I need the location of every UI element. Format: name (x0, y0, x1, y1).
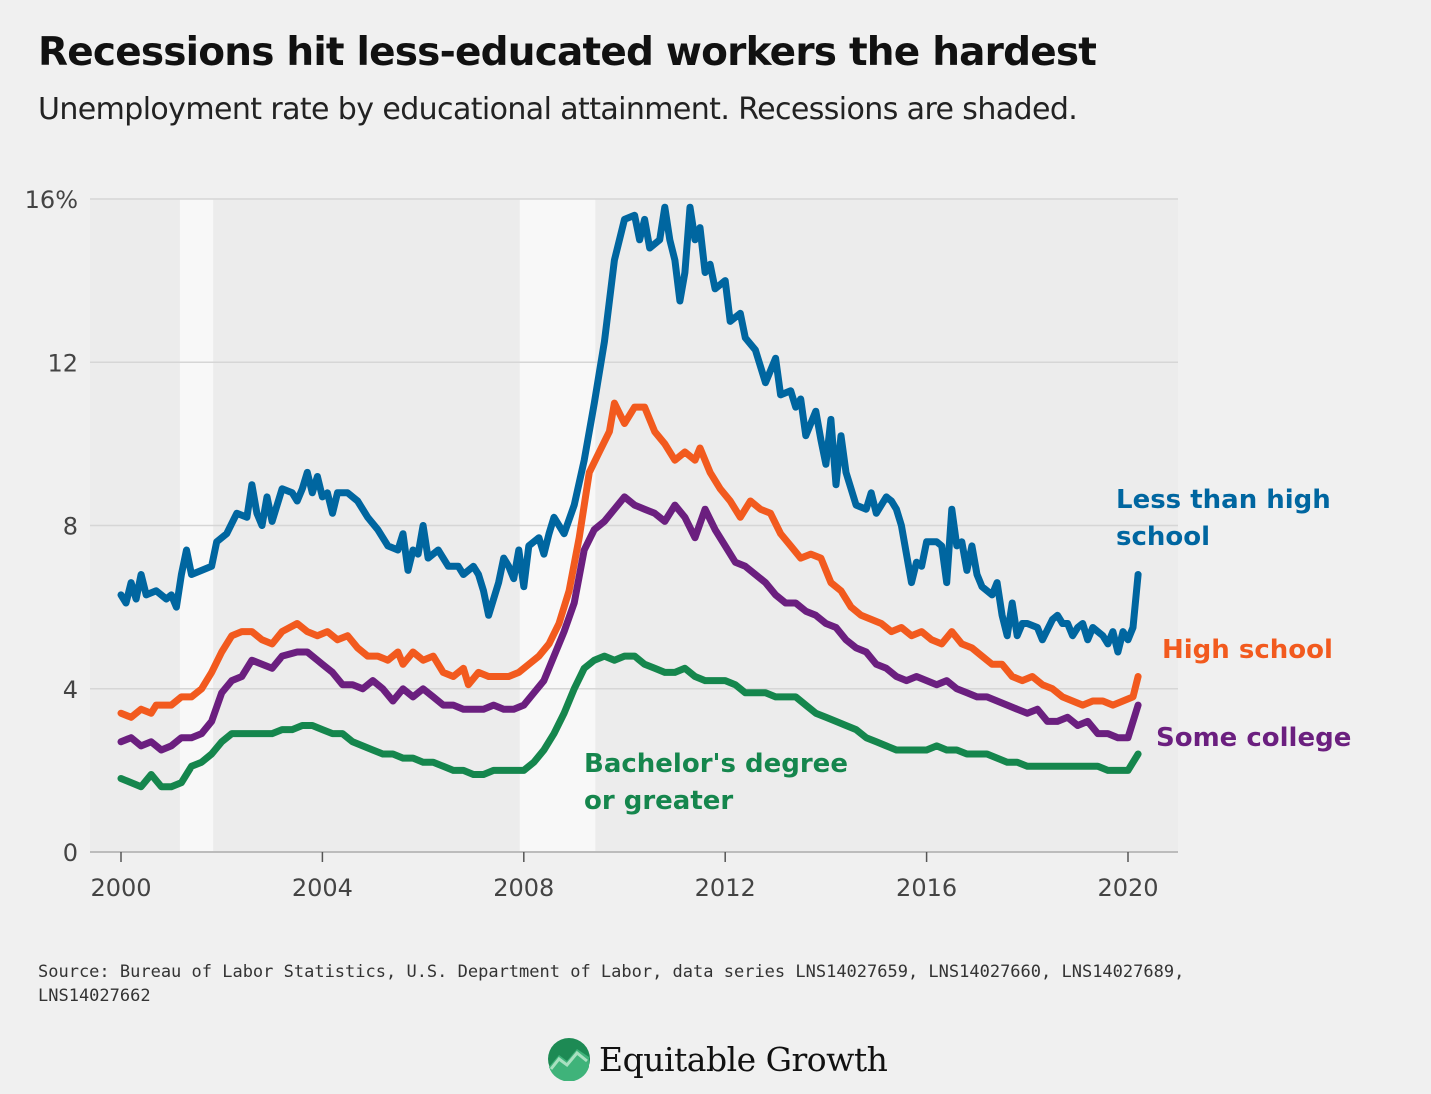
x-tick-label: 2020 (1097, 874, 1158, 902)
series-line-high-school (117, 399, 1142, 721)
series-label-bachelor-s-degree-or-greater: Bachelor's degree or greater (584, 749, 848, 816)
y-tick-label: 16% (25, 186, 78, 214)
series-label-layer: Less than high school High school Some coll… (584, 485, 1351, 816)
y-tick-label: 0 (63, 839, 78, 867)
x-tick-label: 2004 (292, 874, 353, 902)
y-tick-label: 12 (47, 349, 78, 377)
unemployment-line-chart: 0 4 8 12 16% 2000 2004 2008 2012 2016 2020 Less th… (25, 186, 1352, 902)
series-line-less-than-high-school (117, 203, 1142, 656)
series-label-some-college: Some college (1156, 723, 1351, 753)
grid-layer (90, 198, 1178, 853)
series-line-some-college (117, 493, 1142, 754)
equitable-growth-logo-icon (548, 1038, 590, 1081)
brand-logo: Equitable Growth (547, 1034, 888, 1084)
brand-name: Equitable Growth (599, 1039, 888, 1079)
x-tick-label: 2016 (896, 874, 957, 902)
chart-subtitle: Unemployment rate by educational attainm… (38, 92, 1078, 127)
series-line-bachelor-s-degree-or-greater (117, 652, 1142, 791)
x-tick-label: 2008 (493, 874, 554, 902)
y-tick-label: 8 (63, 513, 78, 541)
series-label-less-than-high-school: Less than high school (1116, 485, 1331, 552)
y-tick-label: 4 (63, 676, 78, 704)
source-note: Source: Bureau of Labor Statistics, U.S.… (38, 962, 1185, 1006)
chart-title: Recessions hit less-educated workers the… (38, 30, 1097, 75)
x-tick-label: 2000 (90, 874, 151, 902)
series-label-high-school: High school (1162, 635, 1333, 665)
axis-layer: 0 4 8 12 16% 2000 2004 2008 2012 2016 2020 (25, 186, 1159, 902)
series-layer (117, 203, 1142, 791)
x-tick-label: 2012 (695, 874, 756, 902)
